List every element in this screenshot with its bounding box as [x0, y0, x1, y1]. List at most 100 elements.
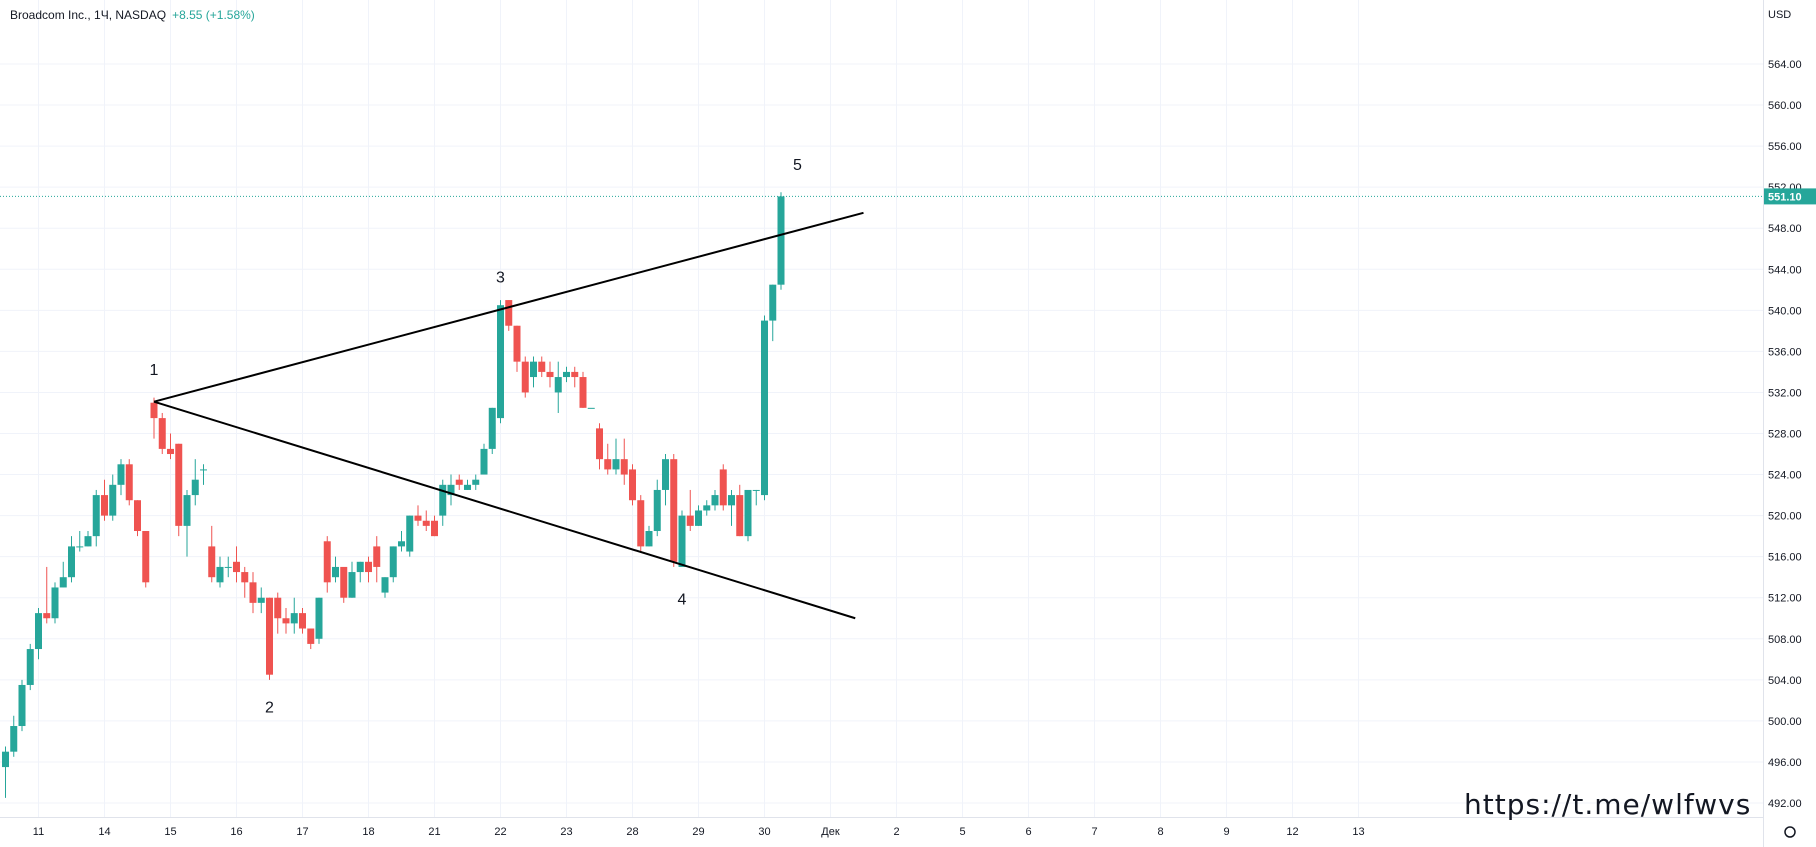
- candle-down: [455, 479, 463, 485]
- wave-label-2: 2: [265, 699, 274, 716]
- candle-up: [224, 566, 232, 568]
- symbol-header: Broadcom Inc., 1Ч, NASDAQ +8.55 (+1.58%): [10, 8, 255, 22]
- x-tick-label: 23: [560, 826, 572, 838]
- candle-up: [18, 684, 26, 727]
- x-tick-label: 18: [362, 826, 374, 838]
- candle-up: [752, 489, 760, 491]
- x-tick-label: 2: [893, 826, 899, 838]
- y-tick-label: 516.00: [1768, 552, 1802, 564]
- y-tick-label: 492.00: [1768, 798, 1802, 810]
- candle-down: [208, 546, 216, 578]
- candle-up: [678, 515, 686, 567]
- y-tick-label: 508.00: [1768, 634, 1802, 646]
- candle-up: [315, 597, 323, 639]
- candle-down: [101, 495, 108, 516]
- x-tick-label: 29: [692, 826, 704, 838]
- watermark-link: https://t.me/wlfwvs: [1464, 788, 1752, 821]
- x-tick-label: 16: [230, 826, 242, 838]
- candle-up: [406, 515, 414, 552]
- last-price-tag: [1764, 188, 1816, 205]
- candle-down: [620, 459, 628, 475]
- candle-up: [695, 510, 702, 526]
- candle-up: [216, 566, 224, 583]
- candle-up: [2, 751, 9, 768]
- y-tick-label: 532.00: [1768, 387, 1802, 399]
- candle-up: [480, 448, 488, 475]
- change-label: +8.55 (+1.58%): [172, 8, 255, 22]
- candle-down: [670, 459, 678, 562]
- candle-up: [711, 495, 719, 506]
- candle-up: [530, 361, 537, 378]
- candle-up: [92, 495, 100, 537]
- candle-down: [719, 469, 727, 506]
- y-tick-label: 524.00: [1768, 470, 1802, 482]
- candle-down: [307, 628, 315, 644]
- candle-up: [653, 489, 661, 532]
- candle-up: [183, 495, 191, 526]
- currency-label: USD: [1768, 9, 1791, 21]
- trendline: [153, 211, 864, 403]
- y-tick-label: 500.00: [1768, 716, 1802, 728]
- x-tick-label: 28: [626, 826, 638, 838]
- candle-down: [513, 325, 521, 362]
- candle-down: [521, 361, 529, 393]
- wave-label-1: 1: [150, 362, 159, 379]
- candle-down: [266, 597, 273, 675]
- y-tick-label: 544.00: [1768, 264, 1802, 276]
- y-tick-label: 540.00: [1768, 305, 1802, 317]
- y-tick-label: 512.00: [1768, 593, 1802, 605]
- candle-up: [728, 495, 735, 506]
- candle-down: [629, 469, 636, 501]
- candle-down: [579, 377, 587, 408]
- candle-up: [612, 459, 620, 470]
- y-tick-label: 520.00: [1768, 511, 1802, 523]
- x-tick-label: 11: [33, 826, 44, 838]
- candle-up: [59, 577, 67, 588]
- candle-up: [761, 320, 768, 496]
- candle-down: [686, 515, 694, 526]
- candle-up: [84, 536, 92, 547]
- x-tick-label: 15: [164, 826, 176, 838]
- candle-up: [191, 479, 199, 496]
- candle-down: [546, 371, 554, 378]
- x-tick-label: 7: [1091, 826, 1097, 838]
- candle-up: [447, 484, 455, 496]
- candle-down: [299, 613, 306, 629]
- y-tick-label: 536.00: [1768, 346, 1802, 358]
- x-tick-label: 22: [494, 826, 506, 838]
- y-tick-label: 564.00: [1768, 59, 1802, 71]
- trendline: [153, 400, 856, 620]
- wave-label-5: 5: [793, 157, 802, 174]
- candle-up: [703, 505, 711, 511]
- x-tick-label: 17: [296, 826, 308, 838]
- candle-up: [497, 305, 504, 419]
- candle-up: [290, 613, 298, 624]
- candle-up: [464, 484, 471, 490]
- candle-down: [175, 443, 183, 526]
- candle-down: [158, 418, 166, 449]
- candle-down: [43, 613, 51, 619]
- candle-down: [414, 515, 422, 521]
- candle-down: [431, 520, 438, 537]
- candle-up: [554, 377, 562, 393]
- candle-up: [348, 572, 356, 598]
- candle-up: [389, 546, 397, 578]
- candle-up: [744, 489, 752, 537]
- candle-down: [241, 572, 249, 583]
- candle-down: [373, 546, 381, 567]
- y-tick-label: 548.00: [1768, 223, 1802, 235]
- candle-up: [26, 649, 34, 685]
- candle-down: [142, 531, 150, 583]
- candle-up: [472, 479, 480, 485]
- candle-down: [150, 402, 158, 419]
- last-price-value: 551.10: [1768, 191, 1802, 203]
- candle-up: [10, 726, 18, 752]
- candle-up: [257, 597, 265, 603]
- candle-up: [68, 546, 75, 578]
- candle-down: [274, 597, 282, 619]
- candle-down: [571, 371, 579, 378]
- candle-down: [736, 495, 744, 537]
- candle-down: [637, 500, 645, 547]
- gear-icon: [1784, 826, 1796, 838]
